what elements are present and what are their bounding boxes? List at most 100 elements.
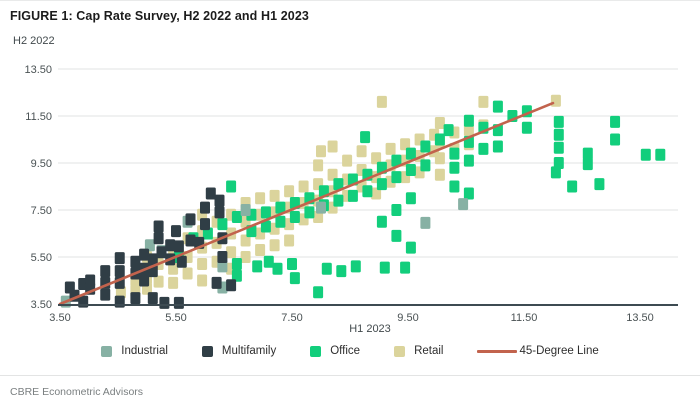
scatter-point-office xyxy=(376,178,387,191)
chart-legend: Industrial Multifamily Office Retail 45-… xyxy=(0,345,700,357)
scatter-point-retail xyxy=(240,251,251,263)
scatter-point-office xyxy=(420,159,431,172)
scatter-point-office xyxy=(263,255,274,268)
scatter-point-multifamily xyxy=(211,276,222,289)
scatter-point-retail xyxy=(434,152,445,165)
scatter-point-office xyxy=(347,189,358,202)
scatter-point-office xyxy=(321,262,332,275)
scatter-point-retail xyxy=(226,246,237,259)
scatter-point-industrial xyxy=(217,260,228,273)
scatter-point-multifamily xyxy=(139,248,150,261)
scatter-point-retail xyxy=(376,95,387,108)
scatter-point-office xyxy=(304,206,315,219)
scatter-point-retail xyxy=(385,142,396,155)
scatter-point-office xyxy=(362,185,373,198)
scatter-point-office xyxy=(405,164,416,177)
scatter-point-retail xyxy=(284,234,295,247)
legend-label: Retail xyxy=(414,345,444,357)
45-degree-line xyxy=(58,101,555,306)
scatter-point-multifamily xyxy=(185,234,196,247)
legend-label: Multifamily xyxy=(221,345,277,357)
scatter-point-retail xyxy=(284,185,295,198)
y-tick-label: 9.50 xyxy=(31,158,52,170)
retail-swatch-icon xyxy=(394,345,406,357)
legend-label: 45-Degree Line xyxy=(519,345,599,357)
scatter-point-retail xyxy=(371,152,382,165)
scatter-point-multifamily xyxy=(176,255,187,268)
legend-label: Office xyxy=(330,345,361,357)
scatter-point-office xyxy=(275,215,286,228)
y-tick-label: 13.50 xyxy=(24,64,52,76)
scatter-point-office xyxy=(275,201,286,214)
scatter-point-office xyxy=(594,178,605,191)
scatter-point-office xyxy=(226,180,237,193)
scatter-point-office xyxy=(443,124,454,137)
scatter-point-office xyxy=(655,148,666,161)
scatter-point-office xyxy=(405,241,416,254)
scatter-point-multifamily xyxy=(226,279,237,292)
scatter-point-office xyxy=(463,154,474,167)
scatter-point-office xyxy=(391,154,402,167)
scatter-point-office xyxy=(610,133,621,146)
scatter-point-office xyxy=(553,115,564,128)
scatter-point-office xyxy=(333,178,344,191)
scatter-point-multifamily xyxy=(200,201,210,214)
legend-item-retail: Retail xyxy=(394,345,443,357)
scatter-point-office xyxy=(449,161,460,174)
line-swatch-icon xyxy=(477,349,518,353)
scatter-point-multifamily xyxy=(165,239,176,252)
scatter-point-office xyxy=(492,100,503,113)
legend-item-industrial: Industrial xyxy=(101,345,168,357)
scatter-point-office xyxy=(360,131,371,144)
y-tick-label: 7.50 xyxy=(31,205,52,217)
scatter-point-multifamily xyxy=(100,288,111,301)
legend-item-45-degree-line: 45-Degree Line xyxy=(477,345,599,357)
office-swatch-icon xyxy=(310,345,322,357)
scatter-point-retail xyxy=(269,189,280,202)
scatter-point-multifamily xyxy=(156,246,167,259)
scatter-point-retail xyxy=(400,138,411,151)
scatter-point-multifamily xyxy=(139,274,150,287)
scatter-point-multifamily xyxy=(200,218,210,231)
scatter-point-office xyxy=(405,192,416,205)
scatter-point-industrial xyxy=(458,198,469,211)
y-axis-label: H2 2022 xyxy=(13,35,55,47)
scatter-point-multifamily xyxy=(114,265,125,278)
scatter-point-office xyxy=(610,115,621,128)
scatter-point-office xyxy=(463,114,474,127)
source-attribution: CBRE Econometric Advisors xyxy=(10,386,144,398)
scatter-point-multifamily xyxy=(147,253,158,266)
scatter-point-retail xyxy=(182,267,193,280)
scatter-point-office xyxy=(252,260,263,273)
scatter-point-office xyxy=(434,133,445,146)
figure-footer: CBRE Econometric Advisors xyxy=(0,375,700,410)
scatter-point-office xyxy=(260,206,271,219)
scatter-point-multifamily xyxy=(153,232,164,245)
scatter-point-multifamily xyxy=(214,194,225,207)
scatter-point-office xyxy=(333,194,344,207)
scatter-point-office xyxy=(391,204,402,216)
x-tick-label: 5.50 xyxy=(165,312,186,324)
scatter-point-office xyxy=(289,272,300,285)
scatter-point-office xyxy=(313,286,324,299)
scatter-point-multifamily xyxy=(100,265,111,278)
scatter-point-retail xyxy=(313,211,324,224)
scatter-point-industrial xyxy=(240,204,251,216)
scatter-point-retail xyxy=(327,168,338,181)
scatter-point-multifamily xyxy=(185,213,196,226)
scatter-point-multifamily xyxy=(159,296,170,309)
scatter-point-industrial xyxy=(316,201,326,214)
scatter-point-office xyxy=(582,147,593,160)
scatter-point-office xyxy=(217,218,228,231)
scatter-point-retail xyxy=(255,243,266,256)
scatter-point-retail xyxy=(255,192,266,205)
x-tick-label: 7.50 xyxy=(281,312,302,324)
scatter-point-retail xyxy=(434,117,445,130)
scatter-point-office xyxy=(391,171,402,184)
scatter-point-office xyxy=(287,258,297,271)
scatter-point-office xyxy=(553,141,564,154)
scatter-point-retail xyxy=(327,140,338,153)
scatter-point-retail xyxy=(463,124,474,137)
scatter-point-retail xyxy=(371,187,382,200)
